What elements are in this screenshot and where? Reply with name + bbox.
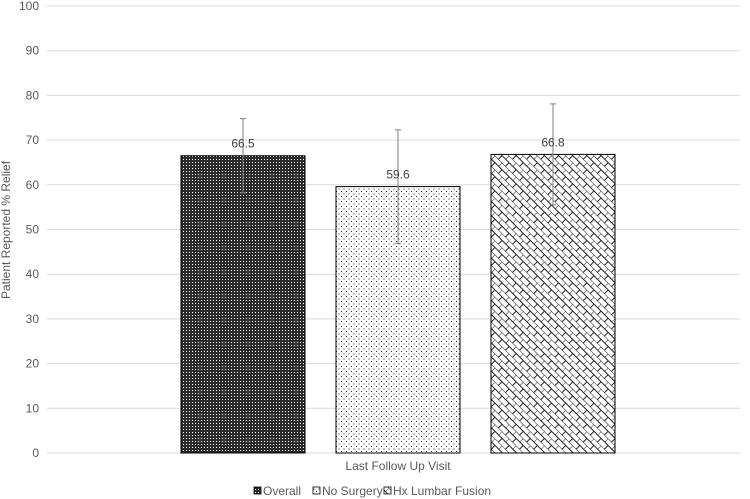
y-tick-label: 70 <box>26 133 40 147</box>
legend: Overall No Surgery Hx Lumbar Fusion <box>253 484 491 498</box>
y-tick-label: 30 <box>26 312 40 326</box>
y-tick-label: 10 <box>26 401 40 415</box>
error-bars <box>240 103 556 244</box>
y-tick-label: 80 <box>26 88 40 102</box>
legend-entry: No Surgery <box>322 484 383 498</box>
error-bar-no-surgery <box>395 129 401 244</box>
y-tick-label: 20 <box>26 357 40 371</box>
legend-entry: Overall <box>263 484 301 498</box>
data-label: 66.8 <box>541 135 565 149</box>
error-bar-overall <box>240 118 246 194</box>
y-tick-label: 40 <box>26 267 40 281</box>
y-axis-ticks: 0 10 20 30 40 50 60 70 80 90 100 <box>19 0 39 460</box>
error-bar-hx-lumbar-fusion <box>550 103 556 206</box>
data-label: 59.6 <box>386 168 410 182</box>
bar-overall <box>180 155 306 454</box>
data-label: 66.5 <box>231 137 255 151</box>
y-axis-title: Patient Reported % Relief <box>0 160 13 299</box>
y-tick-label: 50 <box>26 223 40 237</box>
y-tick-label: 0 <box>32 446 39 460</box>
legend-swatch <box>253 486 262 495</box>
legend-entry: Hx Lumbar Fusion <box>393 484 491 498</box>
legend-swatch <box>312 486 321 495</box>
y-tick-label: 90 <box>26 44 40 58</box>
legend-swatch <box>383 486 392 495</box>
data-labels: 66.5 59.6 66.8 <box>231 135 565 181</box>
y-tick-label: 100 <box>19 0 39 13</box>
x-axis-title: Last Follow Up Visit <box>345 459 451 473</box>
y-tick-label: 60 <box>26 178 40 192</box>
